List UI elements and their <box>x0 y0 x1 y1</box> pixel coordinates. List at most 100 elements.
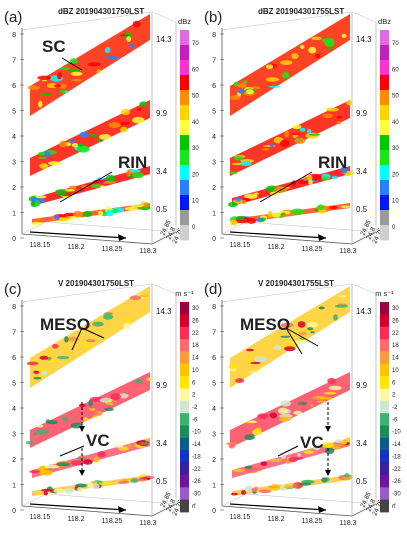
echo-patch <box>266 64 274 69</box>
echo-patch <box>268 85 281 88</box>
colorbar-swatch <box>180 30 189 46</box>
echo-patch <box>232 468 245 473</box>
colorbar-tick-label: 10 <box>192 368 199 374</box>
colorbar-tick-label: -22 <box>392 467 401 473</box>
echo-patch <box>345 172 351 177</box>
echo-patch <box>82 342 93 348</box>
colorbar-tick-label: 40 <box>392 120 399 126</box>
echo-patch <box>299 45 305 49</box>
box-edge-line <box>351 11 377 23</box>
box-edge-line <box>221 11 353 31</box>
box-edge-line <box>21 11 153 31</box>
colorbar-swatch <box>180 75 189 91</box>
echo-patch <box>260 461 268 466</box>
colorbar-tick-label: 2 <box>392 393 396 399</box>
x-tick-label: 118.15 <box>30 514 51 521</box>
panel-label: (d) <box>204 281 222 298</box>
colorbar-tick-label: -30 <box>392 491 401 497</box>
colorbar-tick-label: -18 <box>392 454 401 460</box>
echo-patch <box>235 216 245 220</box>
colorbar-tick-label: -22 <box>192 467 201 473</box>
z-tick-label: 3 <box>12 160 16 167</box>
echo-patch <box>227 201 238 208</box>
z-tick-label: 2 <box>212 457 216 464</box>
colorbar-swatch <box>180 135 189 151</box>
echo-patch <box>59 140 68 148</box>
colorbar-swatch <box>180 45 189 61</box>
echo-patch <box>87 482 94 489</box>
z-tick-label: 6 <box>12 355 16 362</box>
echo-patch <box>98 482 111 486</box>
colorbar-tick-label: 60 <box>392 67 399 73</box>
echo-patch <box>132 20 141 28</box>
colorbar-swatch <box>180 105 189 121</box>
box-edge-line <box>21 493 177 507</box>
colorbar-swatch <box>380 400 389 414</box>
echo-patch <box>97 451 106 458</box>
echo-patch <box>111 400 118 405</box>
echo-patch <box>119 121 131 126</box>
annotation-leader <box>71 327 83 351</box>
colorbar-unit: m s⁻¹ <box>175 289 194 298</box>
echo-patch <box>280 322 294 328</box>
echo-patch <box>71 143 79 148</box>
colorbar-unit: dBz <box>378 17 391 26</box>
echo-patch <box>297 402 308 405</box>
echo-patch <box>250 361 261 365</box>
elevation-slab <box>230 14 350 116</box>
colorbar-swatch <box>380 499 389 513</box>
echo-patch <box>135 378 143 385</box>
box-edge-line <box>151 11 177 23</box>
direction-arrow-head <box>118 506 126 513</box>
direction-arrow <box>229 503 327 511</box>
echo-patch <box>124 444 135 448</box>
echo-patch <box>314 53 321 59</box>
colorbar-swatch <box>380 339 389 352</box>
elevation-slab <box>30 100 150 176</box>
colorbar-tick-label: 6 <box>192 380 196 386</box>
z-tick-label: 5 <box>212 109 216 116</box>
x-tick-label: 118.2 <box>68 244 85 251</box>
dashed-arrow-head <box>325 426 331 432</box>
colorbar-tick-label: 22 <box>392 331 399 337</box>
box-edge-line <box>351 283 377 295</box>
colorbar-tick-label: -26 <box>192 479 201 485</box>
echo-patch <box>64 90 70 93</box>
y-tick-label: 24.8 <box>365 226 377 241</box>
echo-patch <box>297 331 307 336</box>
echo-patch <box>36 428 49 435</box>
z-tick-label: 5 <box>212 381 216 388</box>
colorbar-swatch <box>380 60 389 76</box>
echo-patch <box>329 206 338 210</box>
direction-arrow-head <box>318 506 326 513</box>
z-tick-label: 0 <box>12 236 16 243</box>
echo-patch <box>79 403 86 408</box>
echo-patch <box>293 410 303 415</box>
echo-patch <box>230 492 238 496</box>
z-tick-label: 6 <box>12 83 16 90</box>
dashed-arrow-head <box>79 426 85 432</box>
echo-patch <box>336 120 342 125</box>
echo-patch <box>307 128 312 134</box>
colorbar-tick-label: -6 <box>192 417 198 423</box>
z-tick-label: 4 <box>12 406 16 413</box>
colorbar-tick-label: 18 <box>392 343 399 349</box>
colorbar-swatch <box>380 120 389 136</box>
direction-arrow <box>229 231 327 239</box>
echo-patch <box>242 80 248 84</box>
direction-arrow-head <box>118 234 126 241</box>
echo-patch <box>104 47 111 53</box>
echo-patch <box>47 161 62 166</box>
colorbar-swatch <box>180 487 189 501</box>
echo-patch <box>126 36 132 42</box>
colorbar-tick-label: 6 <box>392 380 396 386</box>
x-tick-label: 118.2 <box>68 516 85 523</box>
echo-patch <box>241 199 247 205</box>
echo-patch <box>85 339 96 343</box>
echo-patch <box>281 212 286 215</box>
elevation-label: 0.5 <box>356 477 368 486</box>
echo-patch <box>230 219 238 226</box>
echo-patch <box>31 221 43 225</box>
elevation-label: 9.9 <box>156 381 168 390</box>
echo-patch <box>120 126 128 133</box>
